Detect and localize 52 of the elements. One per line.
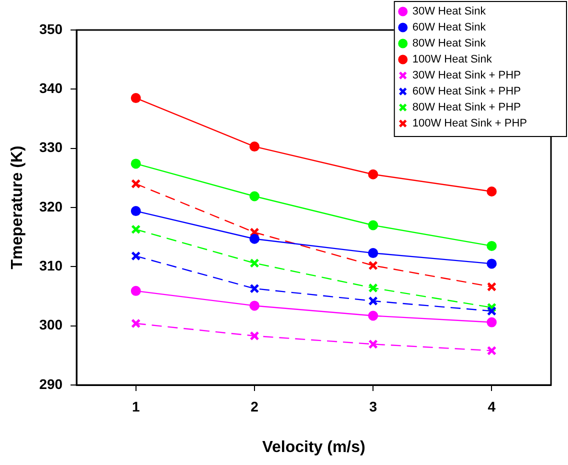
point [486, 346, 496, 356]
point [486, 317, 497, 328]
point [130, 93, 141, 104]
legend-label: 100W Heat Sink [412, 54, 492, 66]
point [131, 251, 141, 261]
y-axis-title: Tmeperature (K) [9, 146, 26, 270]
point [130, 286, 141, 296]
point [368, 260, 378, 270]
point [250, 331, 260, 341]
legend-label: 30W Heat Sink [412, 6, 486, 18]
point [368, 339, 378, 349]
point [131, 179, 141, 189]
y-tick-label: 310 [39, 258, 63, 274]
point [486, 282, 496, 292]
y-tick-label: 300 [39, 316, 63, 333]
point [486, 258, 497, 269]
point [368, 296, 378, 306]
point [131, 318, 141, 328]
point [368, 248, 378, 258]
x-axis-title: Velocity (m/s) [262, 438, 366, 456]
point [250, 228, 260, 238]
point [368, 310, 378, 321]
point [249, 300, 260, 311]
legend-label: 60W Heat Sink [412, 22, 486, 34]
point [249, 234, 260, 244]
y-tick-label: 320 [39, 198, 63, 214]
point [486, 240, 497, 251]
legend-label: 60W Heat Sink + PHP [412, 86, 521, 98]
point [130, 158, 141, 169]
x-tick-label: 1 [132, 398, 140, 414]
point [250, 258, 260, 268]
point [249, 191, 260, 202]
legend-label: 80W Heat Sink + PHP [412, 102, 521, 114]
point [250, 284, 260, 294]
point [249, 142, 260, 152]
point [130, 206, 141, 216]
legend-label: 30W Heat Sink + PHP [412, 70, 521, 82]
legend-label: 100W Heat Sink + PHP [412, 118, 528, 130]
y-tick-label: 330 [39, 139, 63, 156]
point [486, 306, 496, 316]
point [368, 220, 378, 230]
y-tick-label: 350 [39, 20, 63, 37]
y-tick-label: 290 [39, 376, 63, 392]
point [368, 169, 378, 180]
x-tick-label: 3 [369, 398, 378, 414]
x-tick-label: 4 [488, 398, 496, 414]
point [486, 186, 497, 197]
y-tick-label: 340 [39, 80, 63, 96]
point [368, 283, 378, 293]
legend-label: 80W Heat Sink [412, 38, 486, 50]
point [131, 224, 141, 234]
x-tick-label: 2 [250, 398, 259, 414]
